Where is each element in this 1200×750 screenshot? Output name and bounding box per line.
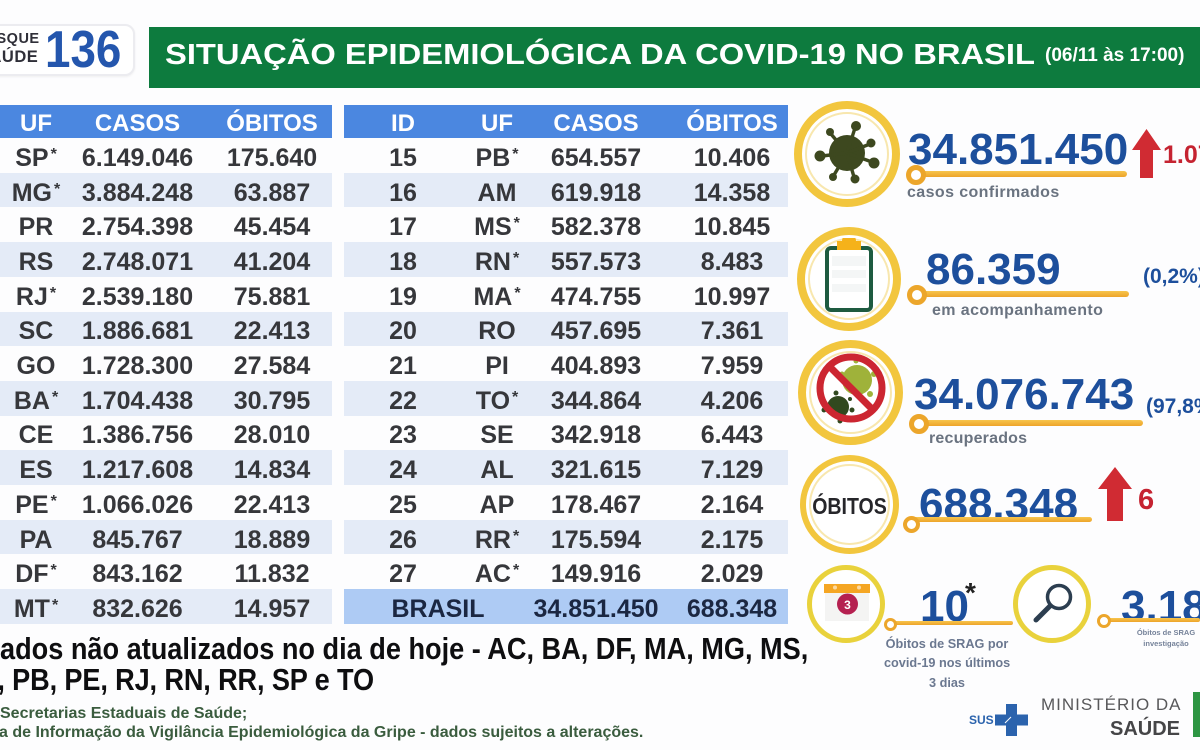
- svg-text:3: 3: [844, 598, 851, 612]
